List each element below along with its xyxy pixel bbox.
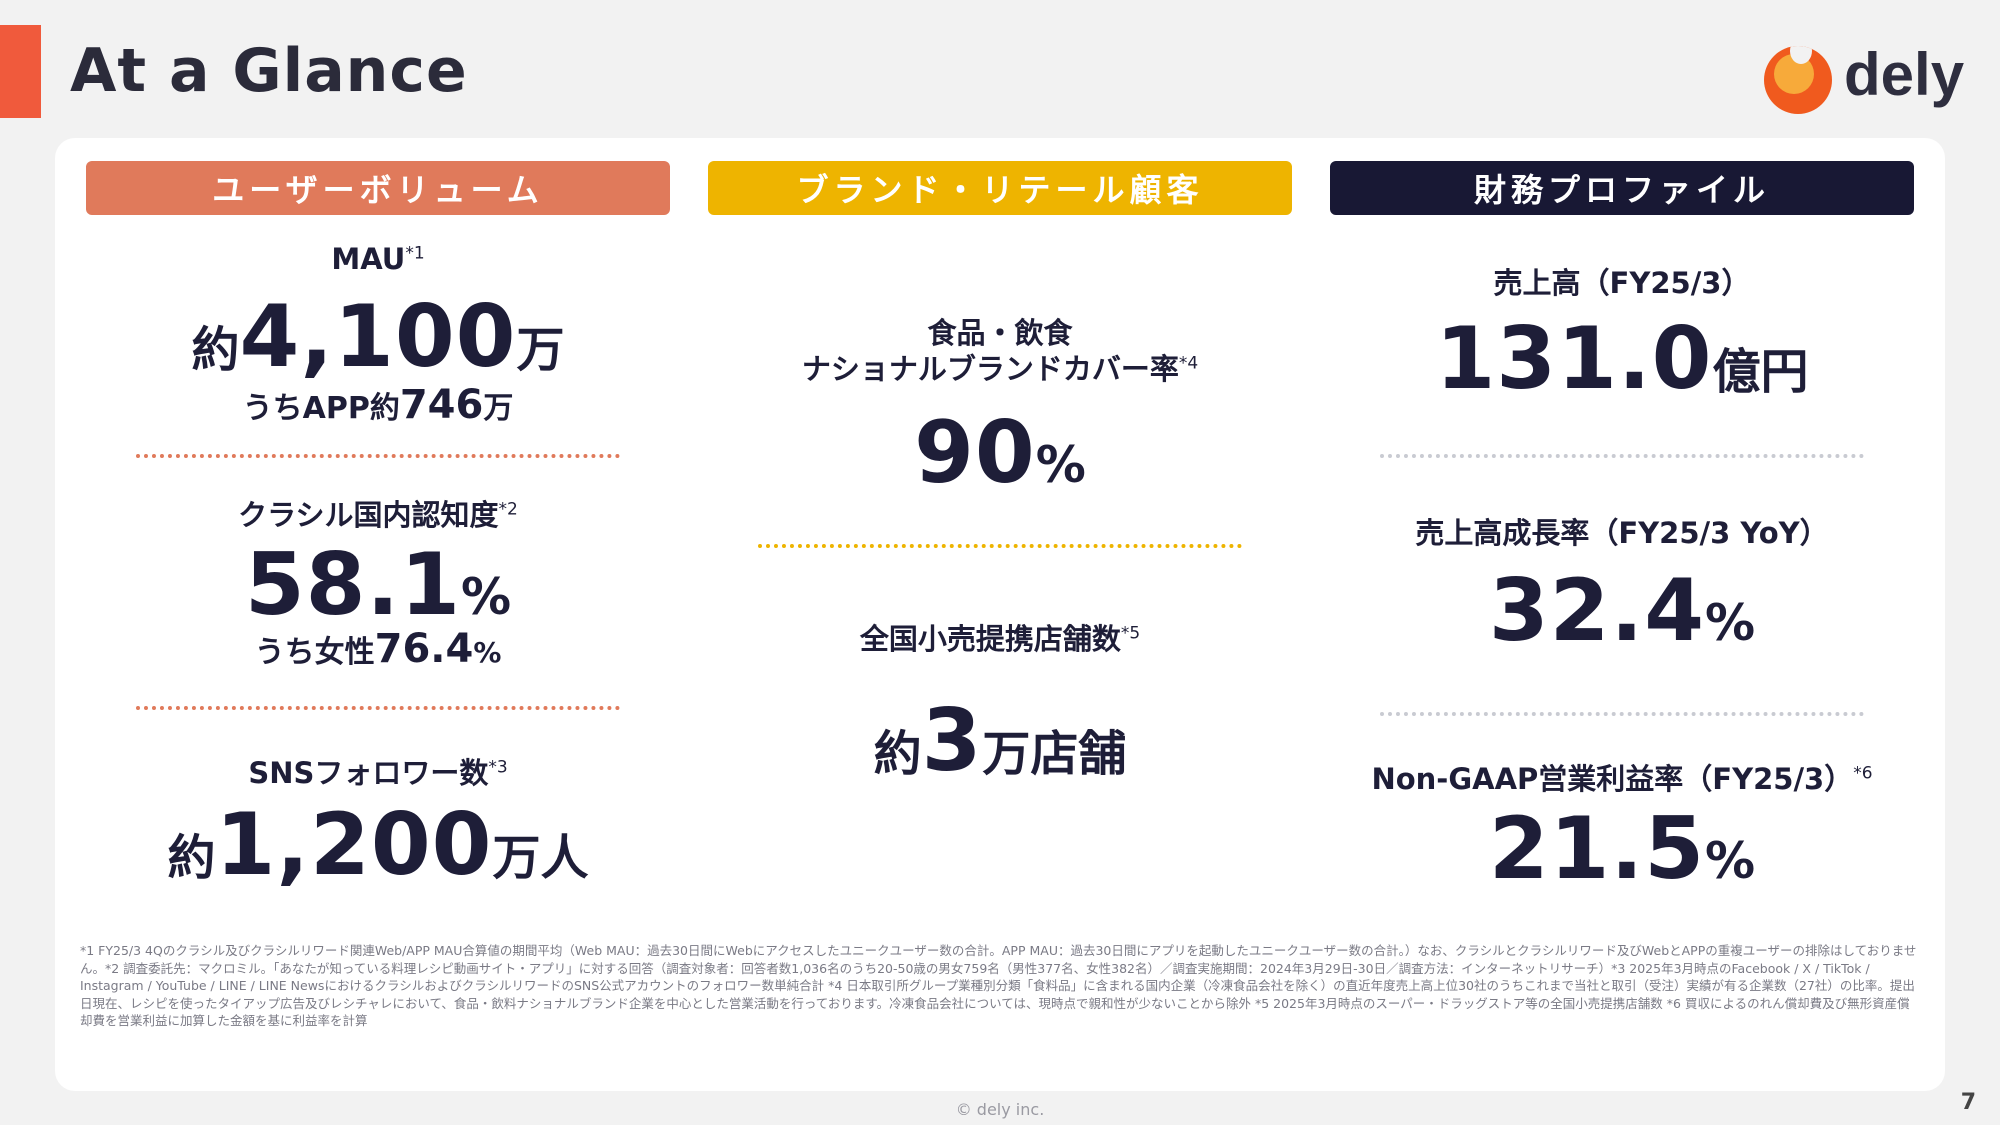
- margin-unit: %: [1705, 832, 1756, 890]
- page-title: At a Glance: [70, 36, 468, 106]
- coverage-label-line1: 食品・飲食: [927, 316, 1073, 350]
- page-number: 7: [1960, 1090, 1976, 1115]
- mau-app-text: うちAPP約: [242, 391, 400, 426]
- growth-metric: 売上高成長率（FY25/3 YoY） 32.4%: [1330, 506, 1914, 666]
- awareness-unit: %: [461, 568, 512, 626]
- growth-label: 売上高成長率（FY25/3 YoY）: [1415, 516, 1829, 550]
- column-header-financial: 財務プロファイル: [1330, 161, 1914, 215]
- content-panel: [55, 138, 1945, 1091]
- sns-value: 1,200: [215, 795, 493, 895]
- growth-unit: %: [1705, 594, 1756, 652]
- sns-unit: 万人: [492, 830, 589, 886]
- logo-text: dely: [1844, 41, 1965, 108]
- sns-note: *3: [488, 757, 508, 778]
- awareness-metric: クラシル国内認知度*2 58.1% うち女性76.4%: [86, 486, 670, 676]
- stores-note: *5: [1120, 623, 1141, 644]
- margin-value: 21.5: [1488, 799, 1706, 899]
- divider: [758, 544, 1242, 548]
- divider: [136, 706, 620, 710]
- mau-value: 4,100: [239, 287, 517, 387]
- stores-metric: 全国小売提携店舗数*5 約3万店舗: [708, 612, 1292, 784]
- divider: [136, 454, 620, 458]
- coverage-metric: 食品・飲食 ナショナルブランドカバー率*4 90%: [708, 310, 1292, 500]
- dely-logo: dely: [1764, 40, 1964, 120]
- awareness-label: クラシル国内認知度: [238, 498, 499, 532]
- coverage-label-line2: ナショナルブランドカバー率: [801, 352, 1179, 386]
- coverage-unit: %: [1035, 436, 1086, 494]
- column-header-brand-retail: ブランド・リテール顧客: [708, 161, 1292, 215]
- awareness-note: *2: [498, 499, 518, 520]
- awareness-value: 58.1: [244, 535, 462, 635]
- revenue-unit: 億円: [1712, 344, 1809, 400]
- sns-label: SNSフォロワー数: [248, 756, 489, 790]
- divider: [1380, 454, 1864, 458]
- title-accent-bar: [0, 25, 41, 118]
- revenue-metric: 売上高（FY25/3） 131.0億円: [1330, 256, 1914, 426]
- stores-value: 3: [921, 691, 983, 791]
- revenue-label: 売上高（FY25/3）: [1493, 266, 1751, 300]
- growth-value: 32.4: [1488, 561, 1706, 661]
- margin-metric: Non-GAAP営業利益率（FY25/3）*6 21.5%: [1330, 752, 1914, 902]
- sns-metric: SNSフォロワー数*3 約1,200万人: [86, 746, 670, 888]
- mau-unit: 万: [516, 322, 565, 378]
- mau-metric: MAU*1 約4,100万 うちAPP約746万: [86, 236, 670, 436]
- mau-note: *1: [405, 243, 425, 264]
- coverage-value: 90: [914, 403, 1036, 503]
- stores-prefix: 約: [873, 726, 922, 782]
- stores-unit: 万店舗: [982, 726, 1127, 782]
- copyright: © dely inc.: [955, 1100, 1045, 1119]
- mau-prefix: 約: [191, 322, 240, 378]
- revenue-value: 131.0: [1435, 309, 1713, 409]
- female-awareness-value: 76.4: [374, 626, 474, 672]
- margin-note: *6: [1853, 763, 1873, 784]
- female-awareness-unit: %: [473, 636, 502, 669]
- divider: [1380, 712, 1864, 716]
- column-header-user-volume: ユーザーボリューム: [86, 161, 670, 215]
- mau-app-unit: 万: [483, 391, 514, 426]
- mau-app-value: 746: [399, 382, 484, 428]
- coverage-note: *4: [1178, 353, 1199, 374]
- footnotes: *1 FY25/3 4Qのクラシル及びクラシルリワード関連Web/APP MAU…: [80, 943, 1917, 1028]
- stores-label: 全国小売提携店舗数: [859, 622, 1121, 656]
- sns-prefix: 約: [167, 830, 216, 886]
- dely-logo-icon: [1764, 46, 1832, 114]
- female-awareness-text: うち女性: [254, 635, 375, 670]
- mau-label: MAU: [331, 242, 406, 276]
- margin-label: Non-GAAP営業利益率（FY25/3）: [1371, 762, 1854, 796]
